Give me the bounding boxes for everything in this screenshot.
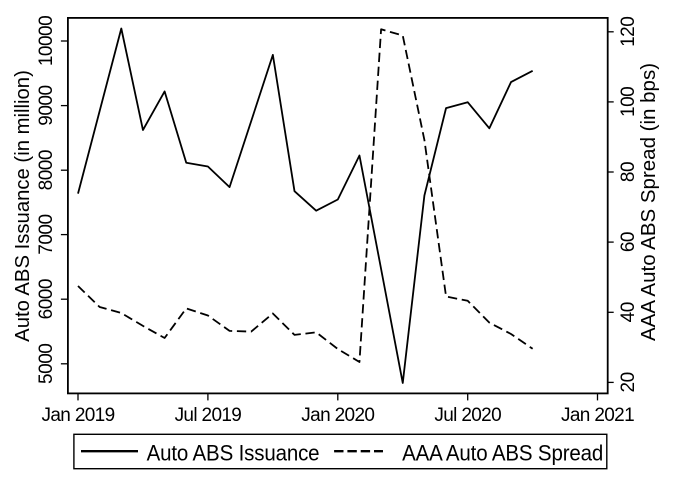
svg-text:Jan 2020: Jan 2020 bbox=[301, 405, 374, 426]
svg-text:20: 20 bbox=[618, 372, 639, 392]
svg-text:Jan 2019: Jan 2019 bbox=[42, 405, 115, 426]
svg-text:7000: 7000 bbox=[36, 214, 57, 254]
svg-text:AAA Auto ABS Spread: AAA Auto ABS Spread bbox=[402, 440, 603, 465]
svg-text:5000: 5000 bbox=[36, 344, 57, 384]
svg-text:120: 120 bbox=[618, 17, 639, 47]
svg-text:80: 80 bbox=[618, 162, 639, 182]
svg-text:AAA Auto ABS Spread (in bps): AAA Auto ABS Spread (in bps) bbox=[637, 63, 660, 341]
svg-text:10000: 10000 bbox=[36, 16, 57, 66]
svg-text:60: 60 bbox=[618, 232, 639, 252]
svg-text:Auto ABS Issuance (in million): Auto ABS Issuance (in million) bbox=[12, 70, 34, 342]
svg-text:9000: 9000 bbox=[36, 85, 57, 125]
svg-text:8000: 8000 bbox=[36, 150, 57, 190]
svg-text:40: 40 bbox=[618, 302, 639, 322]
svg-text:Jan 2021: Jan 2021 bbox=[561, 405, 634, 426]
svg-text:100: 100 bbox=[618, 87, 639, 117]
svg-text:Jul 2019: Jul 2019 bbox=[175, 405, 242, 426]
svg-text:6000: 6000 bbox=[36, 279, 57, 319]
svg-text:Jul 2020: Jul 2020 bbox=[434, 405, 501, 426]
svg-text:Auto ABS Issuance: Auto ABS Issuance bbox=[147, 440, 320, 465]
